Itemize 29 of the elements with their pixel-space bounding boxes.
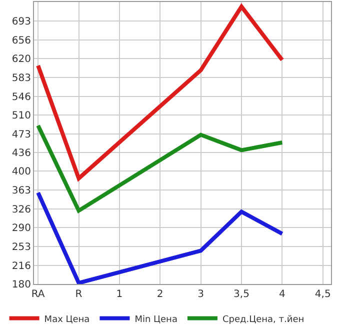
y-tick-label: 510: [12, 110, 31, 122]
line-series: [36, 4, 284, 180]
y-tick-label: 253: [12, 242, 31, 254]
legend-label: Max Цена: [44, 314, 90, 325]
x-tick-label: 4,5: [314, 289, 331, 300]
x-tick-label: 3: [198, 289, 204, 300]
y-tick-label: 436: [12, 148, 31, 160]
legend-label: Сред.Цена, т.йен: [222, 314, 304, 325]
y-tick-label: 400: [12, 166, 31, 178]
y-tick-label: 693: [12, 16, 31, 28]
y-tick-label: 656: [12, 35, 31, 46]
y-tick-label: 583: [12, 72, 31, 84]
line-series: [36, 190, 284, 284]
y-tick-label: 546: [12, 92, 31, 103]
y-tick-label: 180: [12, 280, 31, 290]
x-tick-label: 4: [278, 289, 286, 300]
x-tick-label: R: [75, 289, 82, 300]
x-tick-label: RA: [31, 289, 45, 300]
x-tick-label: 3,5: [234, 289, 250, 300]
line-series: [36, 124, 284, 213]
x-tick-label: 2: [156, 289, 164, 300]
x-tick-label: 1: [116, 289, 123, 300]
y-tick-label: 620: [12, 54, 31, 65]
y-tick-label: 363: [12, 186, 31, 197]
legend-label: Min Цена: [134, 314, 178, 325]
y-tick-label: 326: [12, 204, 31, 216]
y-tick-label: 216: [12, 261, 31, 272]
y-tick-label: 473: [12, 129, 31, 140]
y-tick-label: 290: [12, 223, 31, 234]
